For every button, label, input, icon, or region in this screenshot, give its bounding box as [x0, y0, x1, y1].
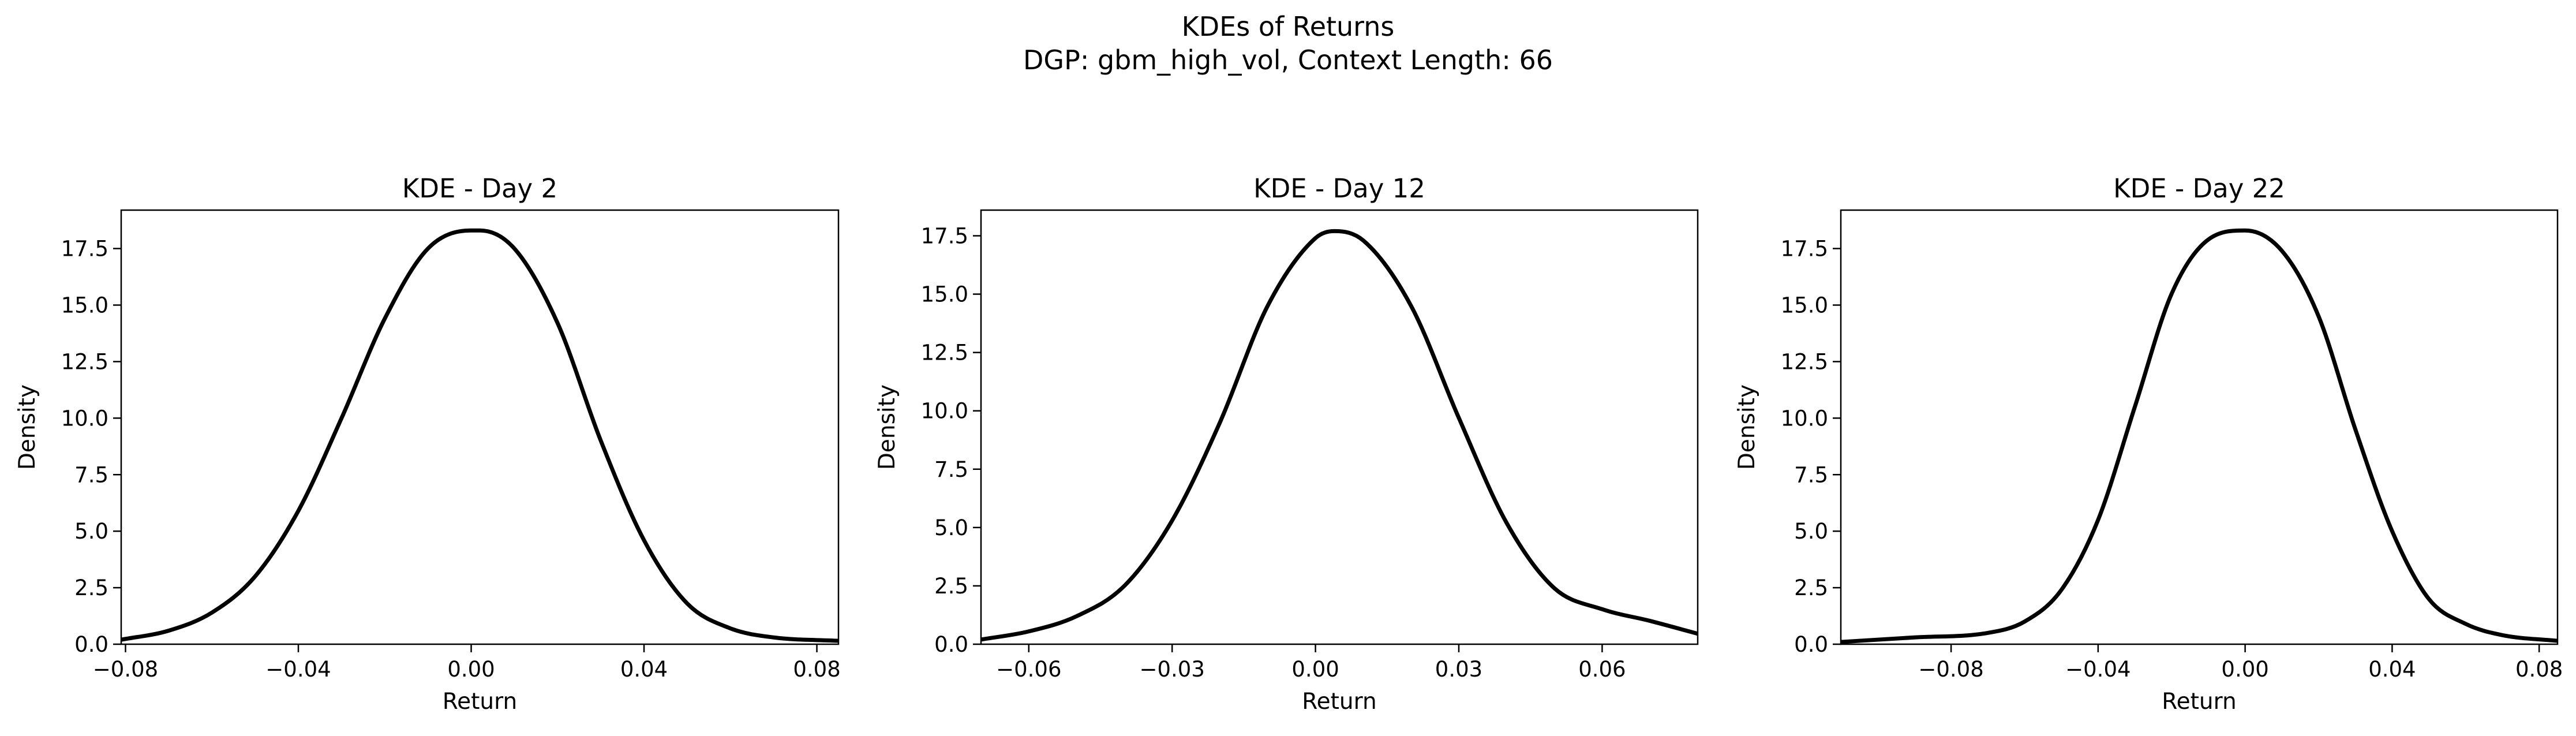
x-tick-label: 0.00: [1291, 657, 1339, 682]
axes-frame: [1840, 209, 2559, 645]
x-tick-label: −0.06: [996, 657, 1061, 682]
x-axis-label: Return: [1302, 689, 1376, 715]
y-tick-label: 2.5: [74, 576, 108, 600]
x-tick-label: 0.06: [1578, 657, 1626, 682]
x-tick-label: −0.03: [1140, 657, 1205, 682]
y-tick-label: 15.0: [1781, 293, 1828, 318]
subplot-title: KDE - Day 12: [1253, 173, 1425, 204]
y-tick-label: 17.5: [61, 237, 108, 261]
x-tick-label: −0.08: [1918, 657, 1983, 682]
y-tick-label: 12.5: [921, 341, 968, 365]
y-tick-label: 7.5: [1794, 462, 1828, 487]
x-tick-label: 0.04: [620, 657, 668, 682]
y-tick-label: 10.0: [921, 399, 968, 424]
y-axis-label: Density: [14, 384, 40, 470]
y-tick-label: 10.0: [61, 406, 108, 431]
y-tick-label: 12.5: [61, 349, 108, 374]
x-tick-label: 0.03: [1435, 657, 1482, 682]
y-tick-label: 17.5: [1781, 237, 1828, 261]
x-tick-label: 0.00: [2221, 657, 2268, 682]
kde-density-curve: [121, 228, 838, 643]
x-axis-label: Return: [2162, 689, 2236, 715]
axes-frame: [120, 209, 840, 645]
subplot-title: KDE - Day 22: [2113, 173, 2285, 204]
y-tick-label: 0.0: [934, 632, 968, 657]
y-tick-label: 2.5: [934, 574, 968, 599]
x-tick-label: −0.04: [2065, 657, 2131, 682]
subplot-day-panel: −0.06 −0.03 0.00 0.03 0.06 0.0 2.5 5.0 7.5 10.0 12…: [874, 173, 1699, 715]
x-axis-label: Return: [443, 689, 517, 715]
kde-density-curve: [1841, 228, 2558, 644]
y-tick-label: 15.0: [61, 293, 108, 318]
subplot-day-panel: −0.08 −0.04 0.00 0.04 0.08 0.0 2.5 5.0 7.5 10.0 12…: [14, 173, 841, 715]
y-tick-label: 10.0: [1781, 406, 1828, 431]
y-tick-label: 5.0: [1794, 519, 1828, 544]
y-axis-label: Density: [874, 384, 900, 470]
y-tick-label: 7.5: [74, 462, 108, 487]
figure-subtitle: DGP: gbm_high_vol, Context Length: 66: [1023, 44, 1553, 76]
subplot-day-panel: −0.08 −0.04 0.00 0.04 0.08 0.0 2.5 5.0 7.5 10.0 12…: [1734, 173, 2563, 715]
axes-frame: [980, 209, 1699, 645]
y-tick-label: 0.0: [74, 632, 108, 657]
subplots: −0.08 −0.04 0.00 0.04 0.08 0.0 2.5 5.0 7.5 10.0 12…: [14, 173, 2563, 715]
y-tick-label: 5.0: [74, 519, 108, 544]
x-tick-label: 0.00: [447, 657, 495, 682]
x-tick-label: 0.08: [793, 657, 840, 682]
y-tick-label: 7.5: [934, 457, 968, 482]
y-tick-label: 5.0: [934, 515, 968, 540]
y-tick-label: 17.5: [921, 223, 968, 248]
y-axis-label: Density: [1734, 384, 1760, 470]
x-tick-label: −0.08: [93, 657, 158, 682]
y-tick-label: 12.5: [1781, 349, 1828, 374]
y-tick-label: 15.0: [921, 282, 968, 307]
x-tick-label: 0.08: [2515, 657, 2563, 682]
subplot-title: KDE - Day 2: [402, 173, 557, 204]
y-tick-label: 0.0: [1794, 632, 1828, 657]
x-tick-label: −0.04: [265, 657, 331, 682]
figure-title: KDEs of Returns: [1182, 11, 1395, 42]
x-tick-label: 0.04: [2368, 657, 2416, 682]
y-tick-label: 2.5: [1794, 576, 1828, 600]
kde-density-curve: [981, 229, 1698, 642]
